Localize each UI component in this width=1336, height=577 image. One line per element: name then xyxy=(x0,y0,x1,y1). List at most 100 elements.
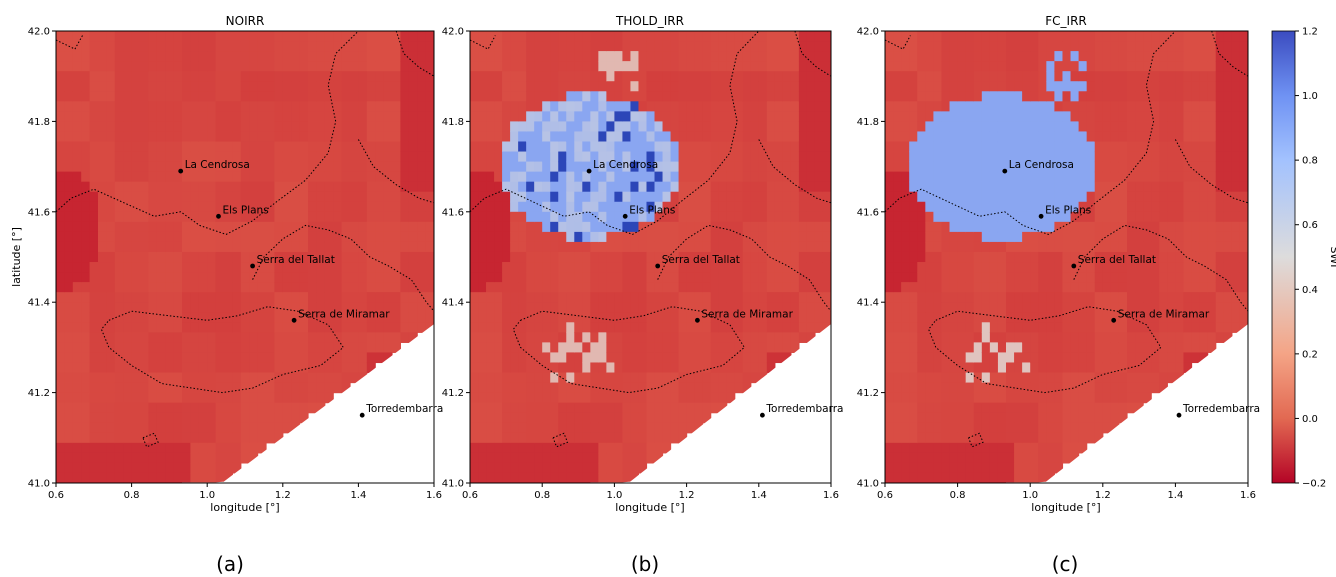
swi-cell xyxy=(249,71,259,82)
swi-cell xyxy=(534,412,543,424)
swi-cell xyxy=(56,462,65,474)
swi-cell xyxy=(598,101,607,112)
swi-cell xyxy=(316,332,326,343)
swi-cell xyxy=(550,81,559,92)
swi-cell xyxy=(686,352,696,364)
swi-cell xyxy=(240,402,250,414)
swi-cell xyxy=(925,251,934,263)
swi-cell xyxy=(232,452,242,464)
swi-cell xyxy=(710,292,720,303)
swi-cell xyxy=(734,302,744,313)
swi-cell xyxy=(758,131,768,143)
swi-cell xyxy=(232,241,242,253)
swi-cell xyxy=(72,282,82,293)
swi-cell xyxy=(710,41,720,52)
swi-cell xyxy=(614,211,624,223)
swi-cell xyxy=(558,31,567,42)
swi-cell xyxy=(606,211,615,223)
swi-cell xyxy=(598,342,607,354)
swi-cell xyxy=(291,71,301,82)
swi-cell xyxy=(72,211,82,223)
swi-cell xyxy=(742,131,752,143)
swi-cell xyxy=(64,81,74,92)
swi-cell xyxy=(798,131,808,143)
swi-cell xyxy=(190,372,200,384)
swi-cell xyxy=(742,362,752,374)
swi-cell xyxy=(550,231,559,243)
swi-cell xyxy=(1038,231,1047,243)
swi-cell xyxy=(718,31,728,42)
swi-cell xyxy=(358,71,368,82)
swi-cell xyxy=(266,382,275,394)
swi-cell xyxy=(798,312,808,323)
swi-cell xyxy=(299,282,309,293)
swi-cell xyxy=(257,151,267,163)
swi-cell xyxy=(333,181,343,193)
swi-cell xyxy=(702,322,712,333)
swi-cell xyxy=(973,292,983,303)
swi-cell xyxy=(140,221,149,233)
swi-cell xyxy=(1054,382,1064,394)
swi-cell xyxy=(1006,91,1015,102)
plot-frame xyxy=(55,30,435,484)
swi-cell xyxy=(165,221,175,233)
swi-cell xyxy=(148,302,158,313)
swi-cell xyxy=(1054,362,1064,374)
swi-cell xyxy=(606,272,615,283)
swi-cell xyxy=(114,442,124,454)
swi-cell xyxy=(766,151,776,163)
swi-cell xyxy=(1046,51,1055,62)
swi-cell xyxy=(89,211,99,223)
swi-cell xyxy=(224,101,233,112)
swi-cell xyxy=(542,322,551,333)
swi-cell xyxy=(885,201,894,213)
swi-cell xyxy=(140,292,149,303)
swi-cell xyxy=(1030,402,1039,414)
swi-cell xyxy=(341,342,351,354)
swi-cell xyxy=(291,51,301,62)
swi-cell xyxy=(1078,352,1088,364)
swi-cell xyxy=(662,392,672,404)
swi-cell xyxy=(790,211,800,223)
swi-cell xyxy=(299,141,309,153)
swi-cell xyxy=(686,322,696,333)
swi-cell xyxy=(1078,282,1088,293)
swi-cell xyxy=(909,282,918,293)
swi-cell xyxy=(941,31,951,42)
swi-cell xyxy=(782,211,792,223)
swi-cell xyxy=(1078,251,1088,263)
swi-cell xyxy=(240,111,250,122)
swi-cell xyxy=(949,472,959,483)
swi-cell xyxy=(989,272,999,283)
swi-cell xyxy=(917,61,926,72)
swi-cell xyxy=(646,442,656,454)
swi-cell xyxy=(56,251,65,263)
swi-cell xyxy=(89,282,99,293)
swi-cell xyxy=(148,201,158,213)
swi-cell xyxy=(114,402,124,414)
swi-cell xyxy=(901,382,910,394)
swi-cell xyxy=(1054,51,1064,62)
swi-cell xyxy=(224,262,233,273)
swi-cell xyxy=(909,211,918,223)
swi-cell xyxy=(558,251,567,263)
swi-cell xyxy=(358,51,368,62)
swi-cell xyxy=(574,462,583,474)
swi-cell xyxy=(534,302,543,313)
swi-cell xyxy=(291,412,301,424)
swi-cell xyxy=(686,382,696,394)
swi-cell xyxy=(324,282,334,293)
swi-cell xyxy=(224,81,233,92)
swi-cell xyxy=(257,332,267,343)
swi-cell xyxy=(766,141,776,153)
swi-cell xyxy=(72,302,82,313)
swi-cell xyxy=(638,322,648,333)
swi-cell xyxy=(766,332,776,343)
swi-cell xyxy=(383,342,393,354)
swi-cell xyxy=(358,31,368,42)
swi-cell xyxy=(72,161,82,173)
swi-cell xyxy=(901,231,910,243)
swi-cell xyxy=(64,332,74,343)
swi-cell xyxy=(710,161,720,173)
swi-cell xyxy=(566,251,575,263)
